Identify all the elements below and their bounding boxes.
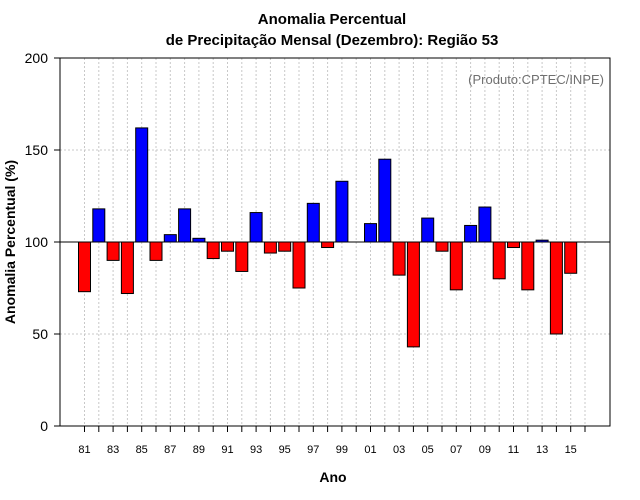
x-tick-label: 85: [136, 444, 148, 456]
bar-91: [221, 241, 234, 252]
bar-92: [235, 241, 249, 272]
bar-84: [120, 241, 134, 295]
bar-10: [492, 241, 506, 280]
x-tick-label: 15: [565, 444, 577, 456]
credit-label: (Produto:CPTEC/INPE): [468, 72, 604, 87]
x-tick-label: 99: [336, 444, 348, 456]
bar-98: [321, 241, 335, 249]
bar-14: [549, 241, 563, 335]
y-axis-label: Anomalia Percentual (%): [2, 160, 18, 324]
x-tick-label: 11: [508, 444, 519, 456]
bar-81: [78, 241, 91, 293]
chart-title: Anomalia Percentual: [258, 11, 406, 28]
x-tick-label: 91: [221, 444, 233, 456]
x-tick-label: 01: [364, 444, 376, 456]
bar-12: [521, 241, 535, 291]
bar-11: [507, 241, 520, 249]
x-tick-label: 87: [164, 444, 176, 456]
x-tick-label: 83: [107, 444, 119, 456]
x-tick-label: 09: [479, 444, 491, 456]
x-tick-label: 05: [422, 444, 434, 456]
x-tick-label: 13: [536, 444, 548, 456]
bar-87: [163, 234, 177, 243]
x-tick-label: 89: [193, 444, 205, 456]
chart-subtitle: de Precipitação Mensal (Dezembro): Regiã…: [166, 32, 499, 49]
bar-83: [106, 241, 120, 261]
y-axis: 0 50 100 150 200: [25, 50, 60, 434]
y-tick-label: 150: [25, 142, 49, 158]
x-tick-label: 07: [450, 444, 462, 456]
bar-08: [464, 224, 478, 243]
bar-95: [278, 241, 292, 252]
bar-09: [478, 206, 492, 243]
bar-88: [178, 208, 192, 243]
bar-06: [435, 241, 449, 252]
x-tick-label: 81: [78, 444, 90, 456]
y-tick-label: 0: [40, 418, 48, 434]
bar-89: [192, 237, 206, 243]
bar-96: [292, 241, 306, 289]
bar-93: [249, 212, 263, 243]
bar-82: [92, 208, 106, 243]
bar-90: [206, 241, 220, 260]
bar-85: [135, 127, 149, 243]
bar-15: [564, 241, 578, 274]
x-tick-label: 97: [307, 444, 319, 456]
bar-02: [378, 158, 392, 243]
x-tick-label: 95: [279, 444, 291, 456]
y-tick-label: 200: [25, 50, 49, 66]
bar-86: [149, 241, 163, 261]
y-tick-label: 50: [32, 326, 48, 342]
bar-97: [306, 202, 320, 243]
bar-07: [449, 241, 463, 291]
bar-94: [263, 241, 277, 254]
x-tick-label: 93: [250, 444, 262, 456]
bar-03: [392, 241, 406, 276]
x-axis: 81 83 85 87 89 91 93 95 97 99 01 03 05 07 09 11 13 15: [78, 426, 586, 456]
y-tick-label: 100: [25, 234, 49, 250]
x-tick-label: 03: [393, 444, 405, 456]
x-axis-label: Ano: [319, 469, 346, 485]
bar-05: [421, 217, 435, 243]
bar-01: [364, 223, 377, 243]
bar-04: [406, 241, 420, 348]
bar-99: [335, 180, 349, 243]
